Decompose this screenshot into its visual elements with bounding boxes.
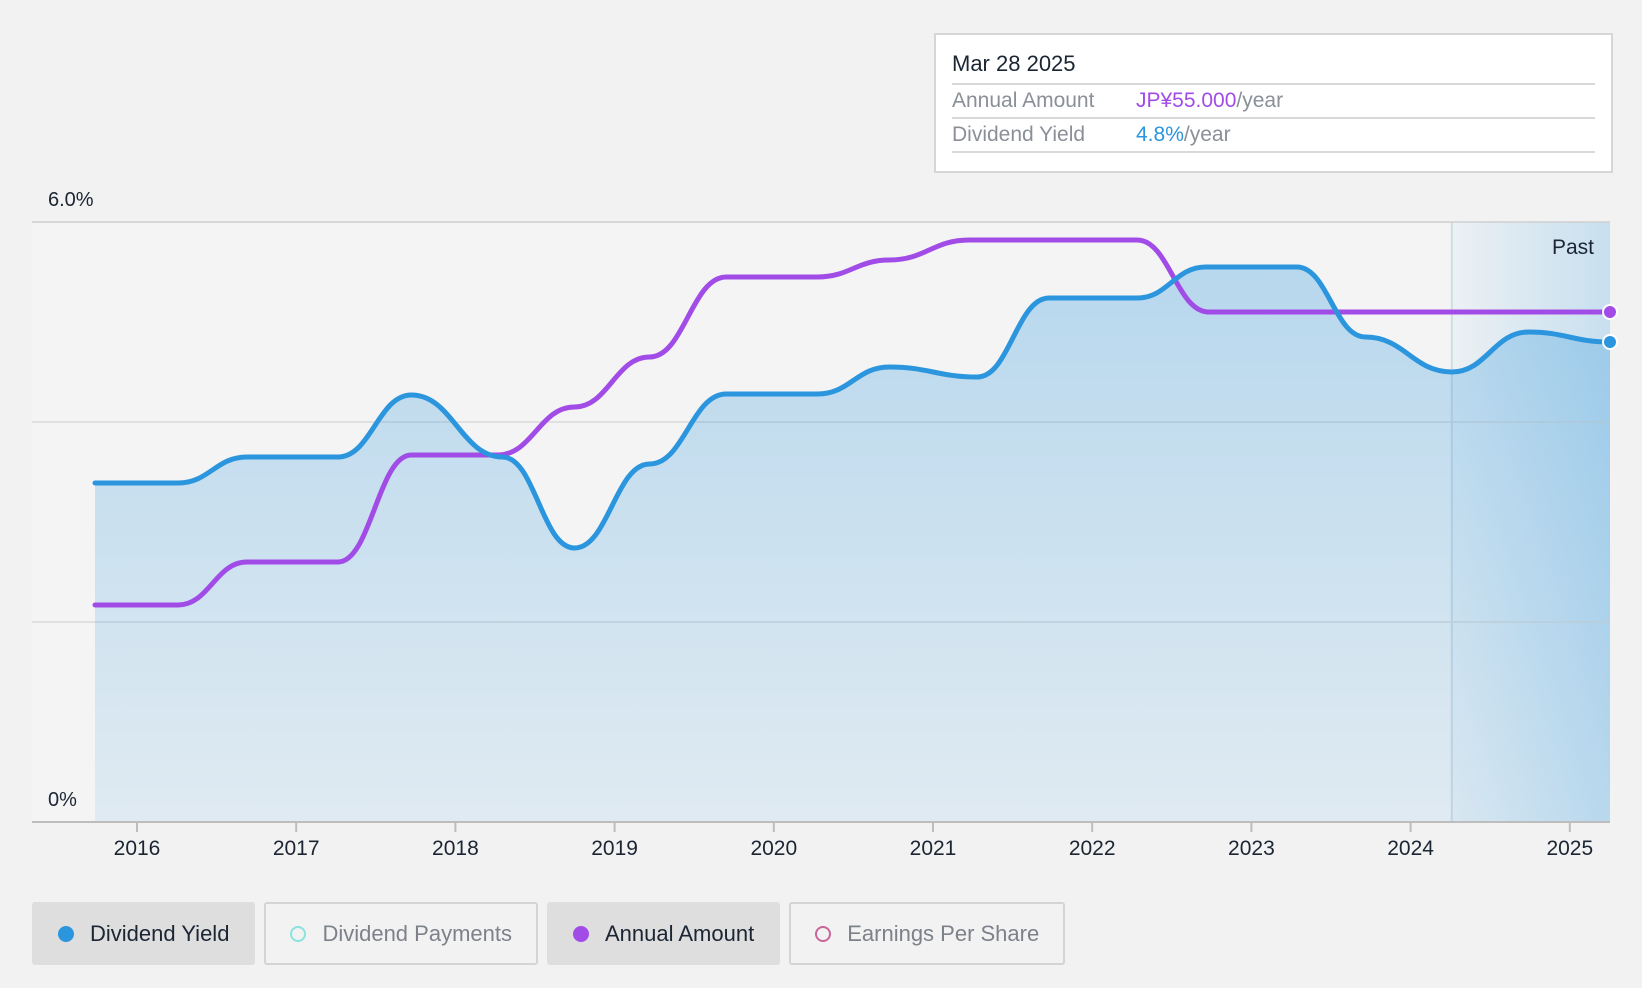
legend-annual-amount-button[interactable]: Annual Amount	[546, 902, 781, 965]
x-tick-label: 2018	[432, 837, 479, 860]
yield-area	[95, 267, 1610, 822]
legend-annual-amount-label: Annual Amount	[604, 920, 755, 946]
tooltip-annual-amount-label: Annual Amount	[952, 89, 1095, 112]
x-tick-label: 2017	[273, 837, 320, 860]
legend-dividend-yield-label: Dividend Yield	[90, 920, 230, 946]
x-tick-label: 2023	[1228, 837, 1275, 860]
x-tick-label: 2020	[750, 837, 797, 860]
series-lines	[92, 237, 1613, 608]
line-dividend-yield	[92, 264, 1613, 551]
tooltip-dividend-yield-row: Dividend Yield 4.8%/year	[952, 119, 1595, 153]
legend-earnings-per-share-button[interactable]: Earnings Per Share	[789, 902, 1066, 965]
tooltip-dividend-yield-value: 4.8%	[1136, 123, 1184, 146]
tooltip-dividend-yield-value-group: 4.8%/year	[1136, 119, 1231, 151]
tooltip-dividend-yield-label: Dividend Yield	[952, 123, 1086, 146]
legend-earnings-per-share-label: Earnings Per Share	[847, 920, 1040, 946]
tooltip-annual-amount-value: JP¥55.000	[1136, 89, 1237, 112]
endpoint-dividend-yield	[1602, 334, 1618, 350]
legend-dividend-yield-dot-icon	[58, 925, 74, 942]
tooltip-annual-amount-unit: /year	[1236, 89, 1284, 112]
x-tick-label: 2019	[591, 837, 638, 860]
tooltip: Mar 28 2025 Annual Amount JP¥55.000/year…	[934, 33, 1613, 173]
tooltip-annual-amount-value-group: JP¥55.000/year	[1136, 85, 1283, 117]
x-tick-label: 2016	[114, 837, 161, 860]
series-endpoints	[1602, 304, 1618, 350]
tooltip-dividend-yield-unit: /year	[1183, 123, 1231, 146]
x-axis: 2016 2017 2018 2019 2020 2021 2022 2023 2024 2025	[32, 821, 1610, 860]
area-dividend-yield	[95, 267, 1610, 822]
legend-dividend-payments-button[interactable]: Dividend Payments	[264, 902, 538, 965]
x-tick-label: 2021	[910, 837, 957, 860]
x-tick-label: 2024	[1387, 837, 1434, 860]
x-tick-label: 2025	[1546, 837, 1593, 860]
legend: Dividend Yield Dividend Payments Annual …	[32, 902, 1074, 965]
legend-dividend-payments-dot-icon	[290, 925, 307, 942]
tooltip-annual-amount-row: Annual Amount JP¥55.000/year	[952, 85, 1595, 119]
legend-annual-amount-dot-icon	[572, 925, 589, 942]
endpoint-annual-amount	[1602, 304, 1618, 320]
y-tick-label-top: 6.0%	[48, 189, 94, 211]
past-label: Past	[1552, 236, 1594, 259]
legend-dividend-yield-button[interactable]: Dividend Yield	[32, 902, 256, 965]
x-tick-label: 2022	[1069, 837, 1116, 860]
legend-earnings-per-share-dot-icon	[815, 925, 832, 942]
legend-dividend-payments-label: Dividend Payments	[322, 920, 512, 946]
y-axis-labels: 6.0% 0%	[48, 189, 94, 811]
y-tick-label-bottom: 0%	[48, 789, 77, 811]
tooltip-date: Mar 28 2025	[952, 49, 1595, 85]
line-annual-amount	[92, 237, 1613, 608]
